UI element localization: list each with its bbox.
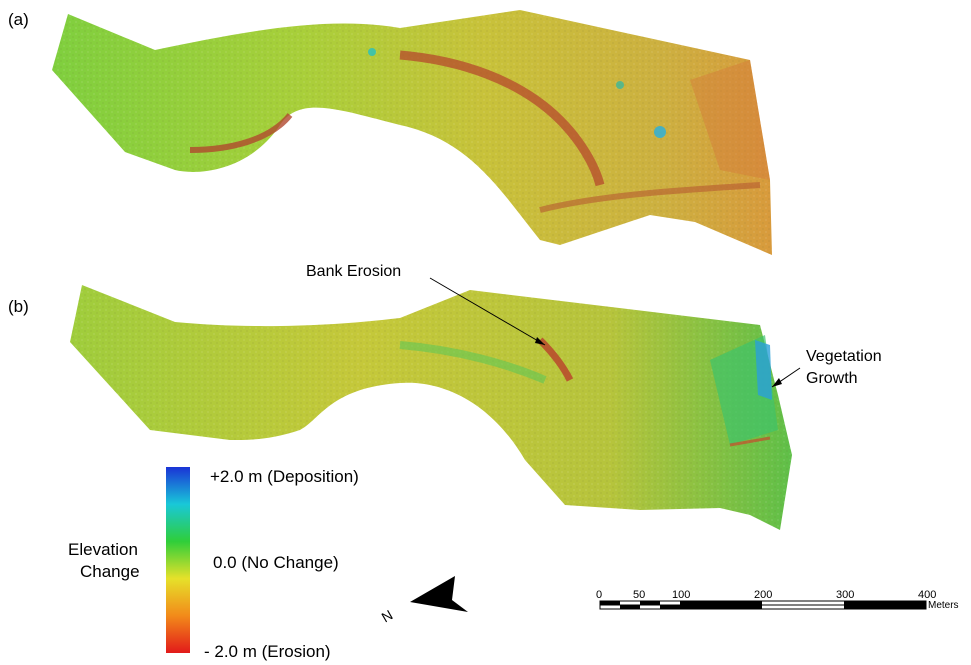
deposition-patch-b bbox=[755, 340, 772, 400]
bank-erosion-zone-a2 bbox=[399, 50, 605, 187]
vegetation-arrowhead bbox=[772, 378, 782, 387]
scale-tick-50: 50 bbox=[633, 589, 646, 601]
legend-color-ramp bbox=[166, 467, 190, 653]
legend-min-label: - 2.0 m (Erosion) bbox=[204, 642, 331, 661]
legend-title-line2: Change bbox=[80, 562, 140, 581]
bank-erosion-zone-a1 bbox=[189, 113, 293, 153]
deposition-spot-a1 bbox=[654, 126, 666, 138]
panel-a-map bbox=[52, 10, 772, 255]
deposition-spot-a3 bbox=[616, 81, 624, 89]
hillshade-texture-b bbox=[70, 285, 792, 530]
panel-b-map bbox=[70, 285, 792, 530]
deposition-spot-a2 bbox=[368, 48, 376, 56]
scale-tick-100: 100 bbox=[672, 589, 691, 601]
bank-erosion-leader bbox=[429, 277, 546, 346]
hillshade-texture-a bbox=[52, 10, 772, 255]
scale-tick-200: 200 bbox=[754, 589, 773, 601]
vegetation-growth-label-line1: Vegetation bbox=[806, 348, 882, 365]
panel-label-b: (b) bbox=[8, 297, 29, 316]
scale-tick-400: 400 bbox=[918, 589, 937, 601]
erosion-line-b bbox=[729, 436, 771, 447]
bank-erosion-zone-a3 bbox=[539, 182, 761, 213]
scale-bar bbox=[599, 600, 927, 610]
panel-label-a: (a) bbox=[8, 10, 29, 29]
bank-erosion-label: Bank Erosion bbox=[306, 263, 402, 280]
channel-deposition-b bbox=[399, 341, 547, 384]
scale-tick-300: 300 bbox=[836, 589, 855, 601]
legend-mid-label: 0.0 (No Change) bbox=[213, 553, 339, 572]
bank-erosion-arrowhead bbox=[535, 337, 545, 345]
scale-unit-label: Meters bbox=[928, 600, 959, 611]
erosion-patch-a bbox=[690, 60, 770, 180]
north-arrow-icon bbox=[410, 576, 468, 612]
vegetation-growth-label-line2: Growth bbox=[806, 370, 858, 387]
legend-max-label: +2.0 m (Deposition) bbox=[210, 467, 359, 486]
legend-title-line1: Elevation bbox=[68, 540, 138, 559]
scale-tick-0: 0 bbox=[596, 589, 603, 601]
